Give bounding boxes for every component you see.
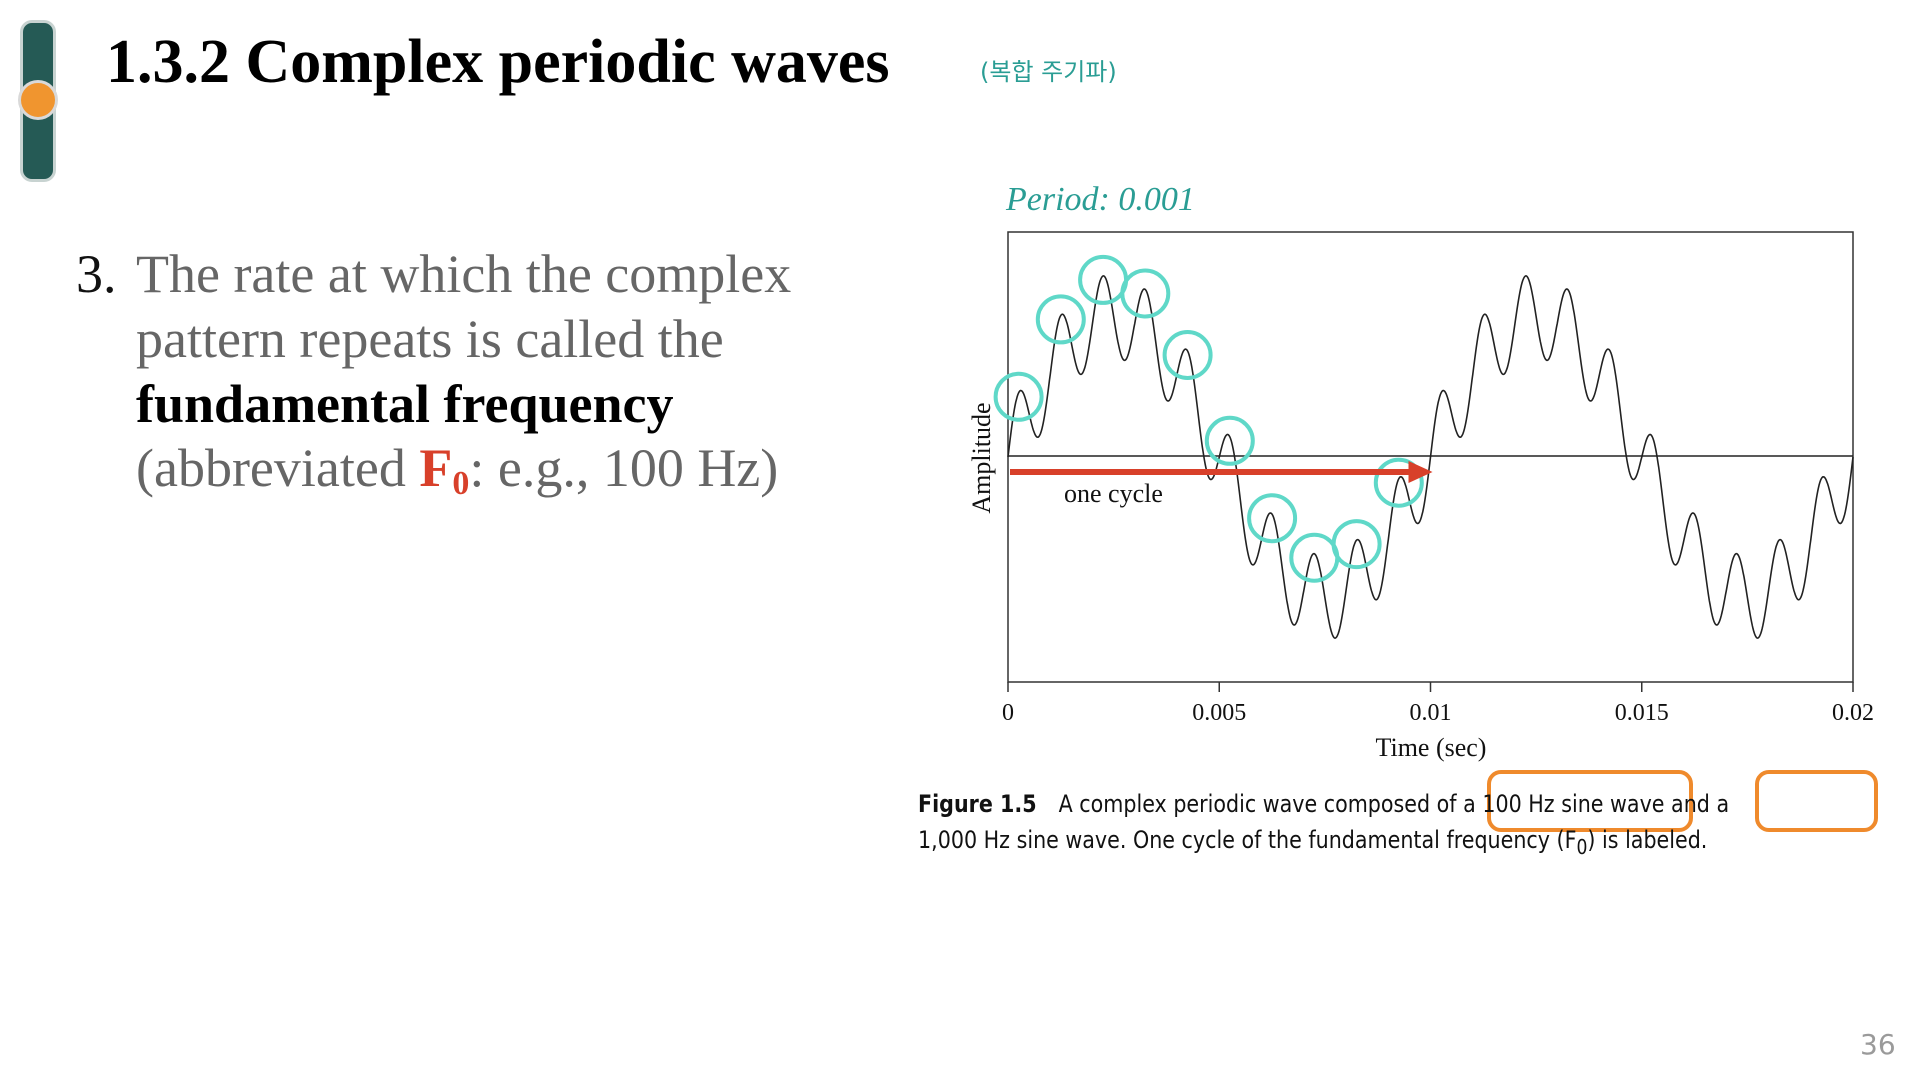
bullet-body: The rate at which the complex pattern re… <box>136 242 856 505</box>
caption-text-1: A complex periodic wave composed of a <box>1058 790 1476 818</box>
caption-highlight-1000hz: 1,000 Hz <box>918 826 1011 854</box>
period-circle <box>993 371 1044 422</box>
caption-text-2: and a <box>1671 790 1730 818</box>
bullet-emphasis: fundamental frequency <box>136 373 674 434</box>
bullet-number: 3. <box>76 244 117 304</box>
one-cycle-label: one cycle <box>1064 479 1163 508</box>
x-axis-tick-labels: 0 0.005 0.01 0.015 0.02 <box>1002 700 1874 726</box>
page-number: 36 <box>1860 1028 1896 1061</box>
x-tick-label: 0 <box>1002 700 1014 726</box>
highlight-box-100hz <box>1487 770 1693 832</box>
caption-label: Figure 1.5 <box>918 790 1037 818</box>
highlight-box-1000hz <box>1755 770 1878 832</box>
x-axis-ticks <box>1007 682 1854 692</box>
f0-symbol: F0 <box>419 438 469 502</box>
period-circle <box>1120 268 1171 319</box>
y-axis-label: Amplitude <box>967 402 996 513</box>
period-circle <box>1162 330 1213 380</box>
page-title: 1.3.2 Complex periodic waves <box>106 28 890 96</box>
caption-text-3: sine wave. One cycle of the fundamental … <box>1016 826 1577 854</box>
period-circle <box>1247 493 1298 544</box>
f0-letter: F <box>419 438 453 499</box>
x-axis-label: Time (sec) <box>1376 733 1487 762</box>
x-tick-label: 0.005 <box>1192 700 1246 726</box>
period-circle <box>1289 532 1340 583</box>
bullet-text-2: (abbreviated <box>136 438 406 499</box>
caption-subscript: 0 <box>1576 834 1588 859</box>
period-circle <box>1331 519 1382 570</box>
x-tick-label: 0.01 <box>1410 700 1452 726</box>
peak-circles <box>993 254 1424 583</box>
page-subtitle: (복합 주기파) <box>980 58 1117 86</box>
x-tick-label: 0.02 <box>1832 700 1874 726</box>
bullet-text-1: The rate at which the complex pattern re… <box>136 244 792 369</box>
wave-line <box>1007 275 1854 639</box>
x-tick-label: 0.015 <box>1615 700 1669 726</box>
bullet-point: 3. The rate at which the complex pattern… <box>76 242 856 505</box>
period-circle <box>1204 415 1255 466</box>
period-circle <box>1373 457 1424 508</box>
period-circle <box>1078 254 1129 305</box>
period-label: Period: 0.001 <box>1005 181 1195 218</box>
figure-caption: Figure 1.5 A complex periodic wave compo… <box>918 786 1778 865</box>
caption-highlight-100hz: 100 Hz sine wave <box>1482 790 1665 818</box>
nav-progress-dot <box>18 80 58 120</box>
caption-text-4: ) is labeled. <box>1587 826 1708 854</box>
one-cycle-arrowhead <box>1408 461 1433 483</box>
bullet-text-3: : e.g., 100 Hz) <box>469 438 779 499</box>
period-circle <box>1035 294 1086 345</box>
f0-subscript: 0 <box>452 465 470 503</box>
